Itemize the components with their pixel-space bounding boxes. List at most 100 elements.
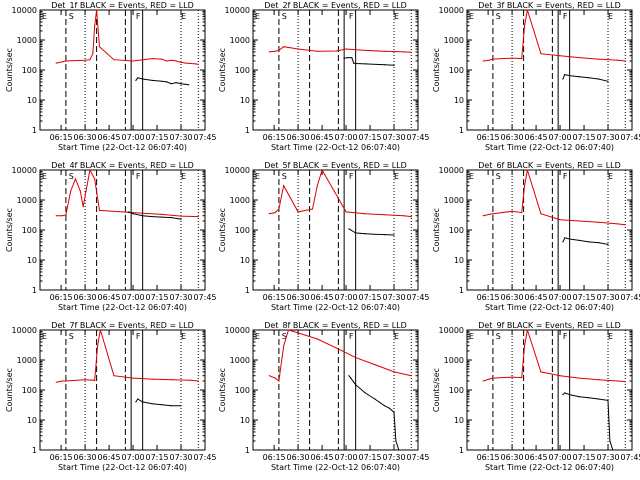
interval-marker-label: S (69, 12, 74, 21)
lld-point (364, 49, 366, 52)
x-tick-label: 06:15 (477, 133, 500, 142)
lld-point (597, 379, 600, 381)
y-tick-label: 10 (240, 256, 250, 265)
x-axis-label: Start Time (22-Oct-12 06:07:40) (485, 143, 614, 152)
y-tick-label: 1000 (444, 196, 464, 205)
y-tick-label: 10 (240, 96, 250, 105)
lld-point (89, 59, 91, 61)
panel-title: Det_9f BLACK = Events, RED = LLD (478, 321, 621, 330)
plot-frame (39, 9, 206, 131)
x-tick-label: 06:45 (311, 453, 334, 462)
events-point (393, 411, 395, 413)
x-tick-label: 07:30 (382, 293, 405, 302)
lld-point (55, 62, 57, 64)
x-tick-label: 07:45 (620, 293, 640, 302)
lld-point (197, 63, 199, 65)
lld-point (624, 60, 626, 62)
interval-marker-label: E (255, 12, 260, 21)
x-tick-label: 06:15 (50, 293, 73, 302)
panel-title: Det_8f BLACK = Events, RED = LLD (264, 321, 407, 330)
lld-point (94, 379, 96, 381)
lld-point (82, 206, 84, 208)
detector-panel-4: Det_4f BLACK = Events, RED = LLD 1 10 100 10… (5, 161, 217, 312)
x-tick-label: 06:45 (525, 453, 548, 462)
x-tick-label: 06:30 (501, 453, 524, 462)
lld-point (197, 216, 199, 218)
x-axis-label: Start Time (22-Oct-12 06:07:40) (485, 463, 614, 472)
lld-point (374, 364, 376, 366)
x-tick-label: 07:30 (169, 453, 192, 462)
events-point (185, 83, 187, 85)
events-point (374, 398, 376, 400)
lld-point (55, 381, 57, 383)
x-tick-label: 07:00 (122, 133, 145, 142)
y-axis-label: Counts/sec (5, 208, 14, 252)
x-tick-label: 06:30 (501, 293, 524, 302)
lld-point (355, 357, 357, 359)
lld-point (524, 345, 526, 347)
lld-series-line (483, 9, 626, 62)
lld-point (61, 380, 63, 382)
y-tick-label: 1 (245, 286, 250, 295)
lld-point (526, 329, 529, 331)
x-axis-label: Start Time (22-Oct-12 06:07:40) (271, 463, 400, 472)
lld-point (316, 50, 318, 52)
interval-marker-label: F (136, 172, 141, 181)
lld-point (316, 185, 318, 187)
lld-series-line (269, 329, 412, 382)
y-tick-label: 1000 (230, 196, 250, 205)
events-point (588, 241, 590, 243)
lld-point (617, 223, 619, 225)
events-point (180, 83, 182, 85)
interval-marker-label: E (608, 172, 613, 181)
lld-point (383, 214, 385, 216)
events-point (374, 233, 376, 235)
lld-point (526, 9, 529, 11)
y-axis-label: Counts/sec (218, 368, 227, 412)
detector-panel-2: Det_2f BLACK = Events, RED = LLD 1 10 100 10… (218, 1, 430, 152)
lld-point (94, 25, 96, 27)
events-point (180, 405, 182, 407)
events-point (151, 403, 153, 405)
detector-panel-3: Det_3f BLACK = Events, RED = LLD 1 10 100 10… (432, 1, 640, 152)
interval-marker-label: E (42, 332, 47, 341)
events-point (588, 77, 590, 79)
lld-point (488, 213, 490, 215)
x-tick-label: 07:45 (193, 293, 216, 302)
lld-point (268, 375, 270, 377)
x-axis-label: Start Time (22-Oct-12 06:07:40) (485, 303, 614, 312)
events-point (151, 79, 153, 81)
x-tick-label: 07:30 (169, 133, 192, 142)
y-axis-label: Counts/sec (5, 368, 14, 412)
events-point (607, 243, 609, 245)
x-tick-label: 06:15 (50, 133, 73, 142)
y-tick-label: 1000 (17, 196, 37, 205)
lld-point (403, 51, 405, 53)
events-series-line (562, 392, 614, 451)
lld-point (70, 190, 72, 192)
lld-point (62, 61, 64, 63)
interval-marker-label: E (255, 332, 260, 341)
y-tick-label: 10000 (439, 326, 464, 335)
events-point (578, 76, 580, 78)
events-point (578, 396, 580, 398)
x-tick-label: 06:45 (525, 293, 548, 302)
panel-title: Det_6f BLACK = Events, RED = LLD (478, 161, 621, 170)
x-tick-label: 07:30 (596, 293, 619, 302)
events-point (393, 234, 395, 236)
events-point (393, 64, 395, 66)
y-tick-label: 10000 (12, 6, 37, 15)
interval-marker-label: E (394, 12, 399, 21)
x-tick-label: 06:15 (477, 293, 500, 302)
lld-point (488, 378, 490, 380)
lld-series-line (56, 168, 199, 218)
interval-marker-label: F (349, 12, 354, 21)
lld-point (96, 9, 98, 11)
x-tick-label: 07:00 (335, 133, 358, 142)
lld-point (185, 62, 187, 64)
lld-series-line (483, 169, 626, 226)
interval-marker-label: E (394, 332, 399, 341)
y-tick-label: 100 (235, 386, 250, 395)
panel-title: Det_1f BLACK = Events, RED = LLD (51, 1, 194, 10)
interval-marker-label: E (469, 332, 474, 341)
